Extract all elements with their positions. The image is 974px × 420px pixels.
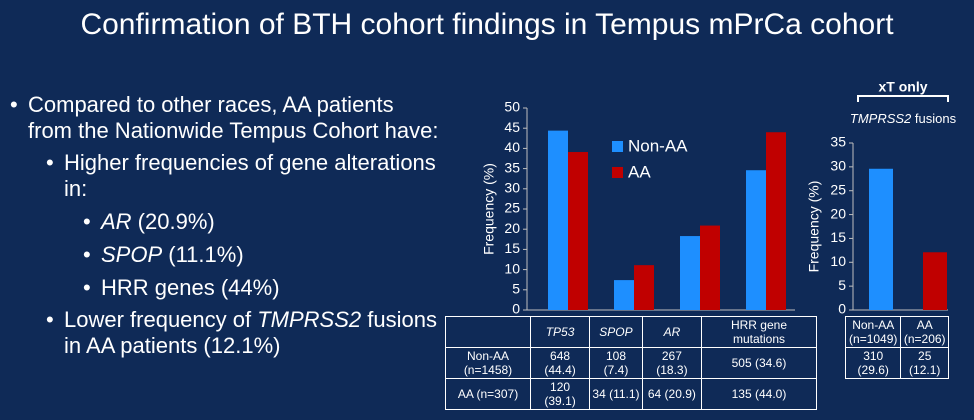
table-cell: 135 (44.0) — [700, 378, 818, 410]
bullet-text: TMPRSS2 — [257, 307, 362, 332]
bar — [548, 130, 568, 310]
y-tick-label: 30 — [830, 158, 846, 174]
y-tick-label: 40 — [504, 139, 520, 155]
bar — [766, 132, 786, 310]
bullet-text: (11.1%) — [162, 242, 244, 267]
bullet: HRR genes (44%) — [83, 275, 440, 301]
data-table: TP53 SPOP AR HRR gene mutations Non-AA (n=14… — [445, 316, 818, 410]
table-cell: 310 (29.6) — [844, 347, 902, 379]
bar — [568, 152, 588, 310]
table-cell: 267 (18.3) — [641, 347, 702, 379]
bullet: Higher frequencies of gene alterations i… — [46, 150, 440, 202]
y-tick-label: 0 — [838, 301, 846, 317]
legend-swatch — [612, 141, 623, 152]
table-row: AA (n=307) 120 (39.1) 34 (11.1) 64 (20.9) 13… — [445, 378, 818, 410]
bullet: Compared to other races, AA patients fro… — [10, 92, 440, 144]
y-tick-label: 50 — [504, 99, 520, 115]
subtitle-part: fusions — [911, 111, 956, 126]
bar — [869, 168, 893, 310]
y-tick-label: 0 — [512, 301, 520, 317]
bullet-list: Compared to other races, AA patients fro… — [8, 92, 440, 359]
legend-label: AA — [628, 162, 651, 181]
bullet-text: HRR genes (44%) — [101, 275, 280, 300]
bracket — [857, 95, 949, 102]
table-row: 310 (29.6) 25 (12.1) — [844, 347, 949, 379]
bar — [680, 236, 700, 310]
table-cell: 34 (11.1) — [589, 378, 643, 410]
bar — [634, 265, 654, 310]
y-tick-label: 45 — [504, 119, 520, 135]
row-label: Non-AA (n=1458) — [445, 347, 531, 379]
y-tick-label: 15 — [830, 229, 846, 245]
bullet-text: fusions in AA patients (12.1%) — [64, 307, 437, 358]
bar — [614, 280, 634, 310]
table-header-row: Non-AA (n=1049) AA (n=206) — [844, 316, 949, 348]
bar — [746, 170, 766, 310]
bar — [923, 252, 947, 310]
table-header-row: TP53 SPOP AR HRR gene mutations — [445, 316, 818, 348]
row-label: AA (n=307) — [445, 378, 531, 410]
bullet-text: SPOP — [101, 242, 163, 267]
category-label: AA (n=206) — [900, 316, 949, 348]
table-cell: 505 (34.6) — [700, 347, 818, 379]
y-tick-label: 5 — [838, 277, 846, 293]
category-label: TP53 — [529, 316, 591, 348]
bullet-text: Lower frequency of — [64, 307, 258, 332]
y-tick-label: 10 — [504, 260, 520, 276]
y-tick-label: 15 — [504, 240, 520, 256]
category-label: HRR gene mutations — [700, 316, 818, 348]
slide-title: Confirmation of BTH cohort findings in T… — [80, 8, 894, 41]
y-tick-label: 35 — [504, 159, 520, 175]
table-corner — [445, 316, 531, 348]
y-tick-label: 20 — [504, 220, 520, 236]
y-tick-label: 5 — [512, 281, 520, 297]
y-tick-label: 25 — [830, 181, 846, 197]
y-tick-label: 35 — [830, 134, 846, 150]
table-cell: 108 (7.4) — [589, 347, 643, 379]
chart-subtitle: TMPRSS2 fusions — [850, 111, 957, 126]
table-cell: 64 (20.9) — [641, 378, 702, 410]
y-tick-label: 25 — [504, 200, 520, 216]
bullet: AR (20.9%) — [83, 209, 440, 235]
bullet-text: (20.9%) — [131, 209, 215, 234]
category-label: Non-AA (n=1049) — [844, 316, 902, 348]
chart-header: xT only — [878, 79, 927, 95]
bullet-text: Higher frequencies of gene alterations i… — [64, 150, 436, 201]
category-label: SPOP — [589, 316, 643, 348]
table-cell: 25 (12.1) — [900, 347, 949, 379]
table-row: Non-AA (n=1458) 648 (44.4) 108 (7.4) 267 (1… — [445, 347, 818, 379]
y-axis-label: Frequency (%) — [806, 181, 822, 273]
bar — [700, 225, 720, 310]
y-axis-label: Frequency (%) — [481, 163, 497, 255]
bullet: Lower frequency of TMPRSS2 fusions in AA… — [46, 307, 440, 359]
table-cell: 120 (39.1) — [529, 378, 591, 410]
y-tick-label: 10 — [830, 253, 846, 269]
legend-swatch — [612, 167, 623, 178]
bullet: SPOP (11.1%) — [83, 242, 440, 268]
y-tick-label: 20 — [830, 205, 846, 221]
legend-label: Non-AA — [628, 136, 688, 155]
table-cell: 648 (44.4) — [529, 347, 591, 379]
data-table: Non-AA (n=1049) AA (n=206) 310 (29.6) 25 (1… — [844, 316, 949, 379]
category-label: AR — [641, 316, 702, 348]
bullet-text: Compared to other races, AA patients fro… — [28, 92, 439, 143]
y-tick-label: 30 — [504, 180, 520, 196]
subtitle-part: TMPRSS2 — [850, 111, 912, 126]
bullet-text: AR — [101, 209, 132, 234]
